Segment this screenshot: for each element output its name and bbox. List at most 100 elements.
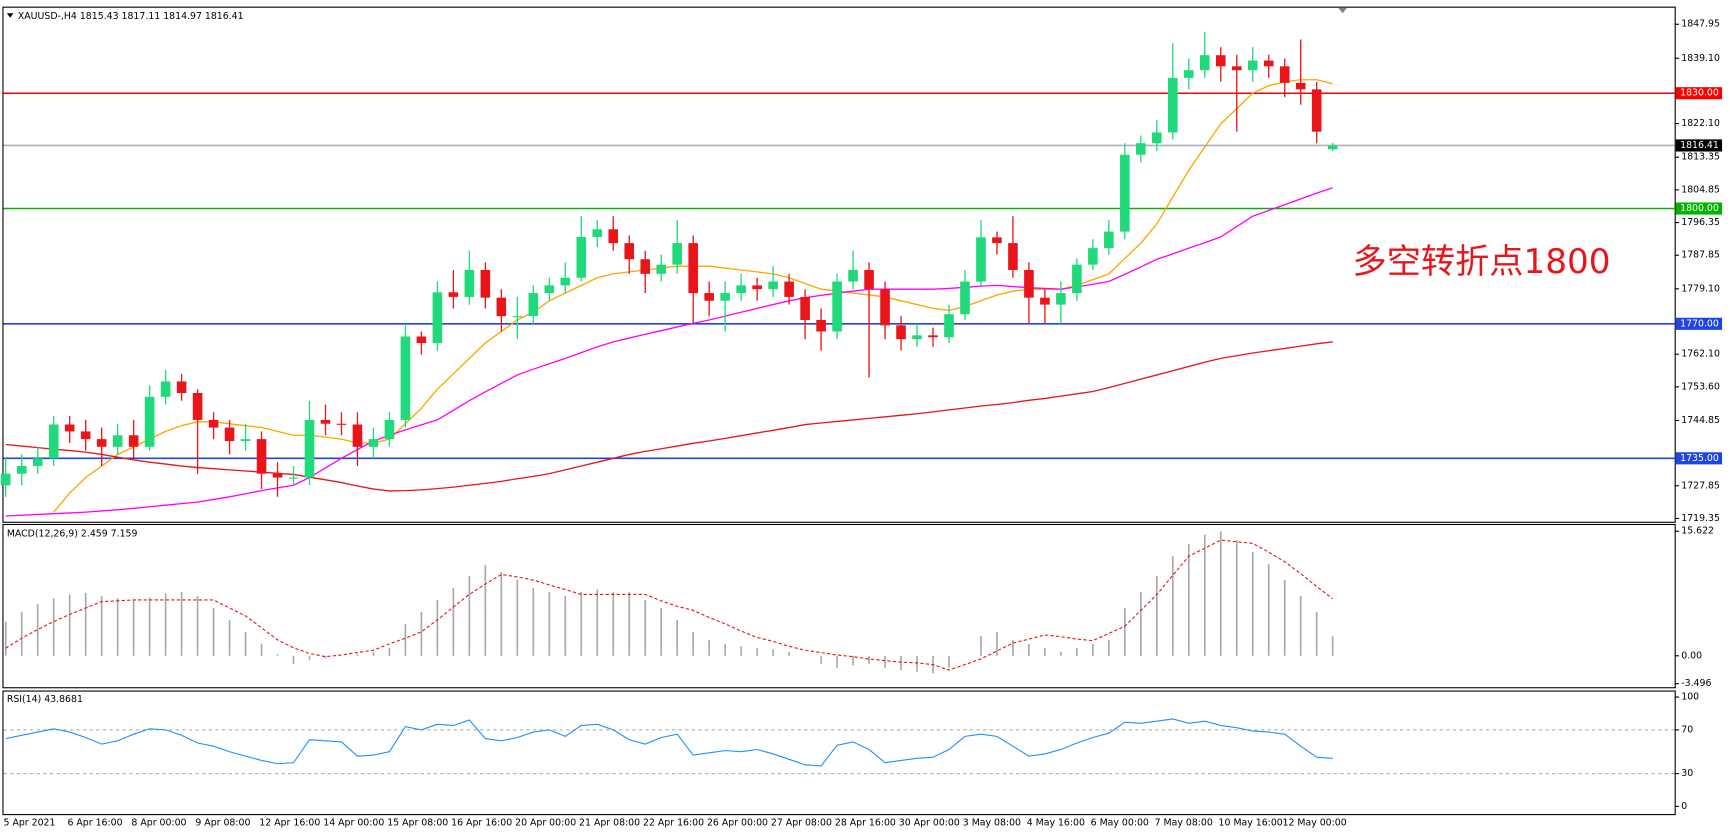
candle-body bbox=[336, 423, 347, 425]
x-tick-label: 4 May 16:00 bbox=[1027, 817, 1085, 828]
candle-body bbox=[384, 419, 395, 440]
y-tick-label: 30 bbox=[1681, 768, 1693, 779]
candle-body bbox=[1136, 143, 1146, 155]
candle-body bbox=[928, 335, 938, 338]
x-tick-label: 30 Apr 00:00 bbox=[899, 817, 960, 828]
y-tick-label: 1787.85 bbox=[1681, 250, 1720, 261]
candle-body bbox=[128, 435, 139, 447]
candle-body bbox=[160, 381, 171, 397]
candle-body bbox=[1056, 293, 1066, 305]
level-label-box bbox=[1675, 317, 1723, 330]
candle-body bbox=[256, 439, 267, 474]
y-tick-label: 1753.60 bbox=[1681, 381, 1720, 392]
level-label-box bbox=[1675, 139, 1723, 152]
candle-body bbox=[176, 381, 187, 393]
candle-body bbox=[704, 293, 714, 301]
candle-body bbox=[1247, 60, 1258, 71]
y-tick-label: 1847.95 bbox=[1681, 19, 1720, 30]
candle-body bbox=[368, 439, 379, 447]
x-tick-label: 8 Apr 00:00 bbox=[131, 817, 186, 828]
candle-body bbox=[1184, 70, 1194, 78]
candle-body bbox=[640, 259, 651, 274]
candle-body bbox=[496, 297, 507, 317]
candle-body bbox=[1088, 248, 1098, 265]
x-tick-label: 12 May 00:00 bbox=[1283, 817, 1347, 828]
moving-average bbox=[5, 341, 1333, 492]
x-tick-label: 12 Apr 16:00 bbox=[259, 817, 320, 828]
candle-body bbox=[16, 466, 27, 474]
y-tick-label: 1839.10 bbox=[1681, 53, 1720, 64]
x-tick-label: 16 Apr 16:00 bbox=[451, 817, 512, 828]
y-tick-label: 1804.85 bbox=[1681, 184, 1720, 195]
candle-body bbox=[944, 314, 954, 338]
x-tick-label: 28 Apr 16:00 bbox=[835, 817, 896, 828]
main-panel bbox=[2, 6, 1676, 523]
y-tick-label: 100 bbox=[1681, 692, 1699, 703]
x-tick-label: 26 Apr 00:00 bbox=[707, 817, 768, 828]
candle-body bbox=[320, 419, 331, 424]
candle-body bbox=[1152, 132, 1162, 144]
candle-body bbox=[528, 293, 539, 317]
candle-body bbox=[816, 319, 826, 332]
candle-body bbox=[1327, 145, 1338, 150]
candle-body bbox=[1040, 297, 1050, 305]
level-label-box bbox=[1675, 202, 1723, 215]
y-tick-label: 1719.35 bbox=[1681, 513, 1720, 524]
macd-panel bbox=[2, 523, 1676, 689]
candle-body bbox=[576, 236, 587, 278]
candle-body bbox=[1231, 66, 1242, 71]
x-tick-label: 3 May 08:00 bbox=[963, 817, 1021, 828]
candle-body bbox=[752, 285, 762, 290]
candle-body bbox=[80, 431, 91, 440]
rsi-panel bbox=[2, 690, 1676, 816]
y-tick-label: -3.496 bbox=[1681, 678, 1711, 689]
x-tick-label: 10 May 16:00 bbox=[1219, 817, 1283, 828]
x-tick-label: 6 Apr 16:00 bbox=[67, 817, 122, 828]
candle-body bbox=[992, 237, 1002, 244]
rsi-title: RSI(14) 43.8681 bbox=[7, 694, 83, 705]
candle-body bbox=[560, 277, 571, 286]
candle-body bbox=[720, 293, 730, 301]
candle-body bbox=[432, 292, 443, 344]
candle-body bbox=[192, 392, 203, 420]
x-tick-label: 7 May 08:00 bbox=[1155, 817, 1213, 828]
candle-body bbox=[592, 229, 603, 237]
candle-body bbox=[144, 396, 155, 447]
macd-title: MACD(12,26,9) 2.459 7.159 bbox=[7, 528, 138, 539]
moving-average bbox=[5, 187, 1333, 517]
y-tick-label: 70 bbox=[1681, 724, 1693, 735]
candle-body bbox=[448, 292, 459, 297]
candle-body bbox=[32, 458, 43, 467]
level-label-box bbox=[1675, 87, 1723, 100]
candle-body bbox=[512, 316, 523, 318]
candle-body bbox=[64, 424, 75, 432]
candle-body bbox=[96, 439, 107, 447]
candle-body bbox=[1072, 264, 1082, 294]
candle-body bbox=[912, 335, 922, 340]
y-tick-label: 1813.35 bbox=[1681, 152, 1720, 163]
candle-body bbox=[800, 296, 810, 320]
candle-body bbox=[224, 427, 235, 442]
x-tick-label: 22 Apr 16:00 bbox=[643, 817, 704, 828]
candle-body bbox=[832, 281, 842, 332]
candle-body bbox=[1199, 55, 1210, 71]
candle-body bbox=[880, 289, 890, 326]
candle-body bbox=[240, 439, 251, 442]
menu-triangle[interactable] bbox=[6, 13, 14, 18]
candle-body bbox=[416, 336, 427, 344]
annotation: 多空转折点1800 bbox=[1353, 242, 1611, 282]
y-tick-label: 1796.35 bbox=[1681, 217, 1720, 228]
symbol-header: XAUUSD-,H4 1815.43 1817.11 1814.97 1816.… bbox=[18, 11, 244, 22]
candle-body bbox=[1279, 66, 1290, 83]
candle-body bbox=[1311, 89, 1322, 132]
level-label: 1770.00 bbox=[1680, 318, 1719, 329]
candle-body bbox=[1008, 243, 1018, 271]
level-label-box bbox=[1675, 452, 1723, 465]
candle-body bbox=[736, 285, 746, 294]
candle-body bbox=[784, 281, 794, 297]
candle-body bbox=[48, 424, 59, 459]
level-label: 1830.00 bbox=[1680, 88, 1719, 99]
candle-body bbox=[688, 243, 698, 294]
candle-body bbox=[672, 243, 683, 265]
